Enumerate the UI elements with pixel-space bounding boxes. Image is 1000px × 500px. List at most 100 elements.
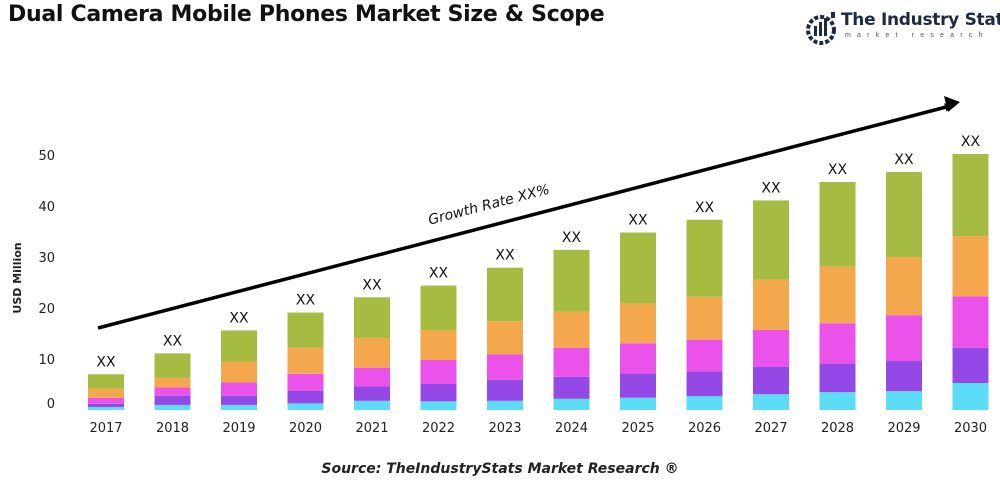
bar-segment-2024-s1 — [553, 398, 590, 410]
bar-segment-2029-s4 — [886, 257, 922, 316]
data-label: XX — [695, 200, 715, 216]
bar-segment-2018-s1 — [154, 404, 191, 410]
bar-segment-2017-s4 — [88, 388, 124, 398]
bar-segment-2027-s2 — [753, 366, 789, 395]
x-tick-label: 2025 — [621, 421, 654, 436]
bar-segment-2022-s3 — [420, 360, 457, 384]
bar-segment-2021-s5 — [354, 297, 390, 339]
bar-segment-2024-s5 — [553, 249, 590, 312]
bar-segment-2023-s4 — [487, 321, 523, 355]
bar-2025 — [620, 232, 656, 410]
x-tick-label: 2027 — [754, 421, 787, 436]
x-tick-label: 2019 — [222, 421, 255, 436]
bar-segment-2017-s1 — [88, 406, 124, 410]
bar-2017 — [88, 374, 124, 410]
bar-segment-2017-s5 — [88, 374, 124, 389]
bar-segment-2018-s3 — [154, 387, 191, 396]
x-tick-label: 2018 — [156, 421, 189, 436]
bar-segment-2030-s4 — [952, 236, 989, 297]
bar-segment-2030-s2 — [952, 347, 989, 383]
bar-segment-2026-s2 — [686, 371, 723, 397]
growth-arrow-head — [944, 96, 960, 112]
data-label: XX — [828, 162, 848, 178]
y-tick-label: 40 — [38, 200, 55, 215]
data-label: XX — [429, 266, 449, 282]
bar-segment-2024-s3 — [553, 347, 590, 377]
bar-segment-2017-s2 — [88, 403, 124, 407]
source-note: Source: TheIndustryStats Market Research… — [321, 461, 679, 477]
data-label: XX — [296, 293, 316, 309]
data-label: XX — [894, 152, 914, 168]
bar-segment-2021-s1 — [354, 400, 390, 410]
bar-segment-2020-s4 — [287, 347, 324, 374]
bar-segment-2025-s1 — [620, 397, 656, 410]
bar-segment-2018-s2 — [154, 395, 191, 405]
bar-segment-2019-s2 — [221, 395, 257, 405]
bar-segment-2025-s4 — [620, 303, 656, 344]
data-label: XX — [163, 333, 183, 349]
bar-segment-2028-s3 — [819, 323, 856, 364]
bar-2030 — [952, 153, 989, 410]
data-label: XX — [229, 310, 249, 326]
bar-segment-2025-s5 — [620, 232, 656, 304]
gear-chart-icon — [806, 12, 836, 45]
bar-2022 — [420, 285, 457, 410]
bar-segment-2021-s3 — [354, 367, 390, 387]
bar-2020 — [287, 312, 324, 410]
y-tick-label: 30 — [38, 251, 55, 266]
bar-segment-2028-s5 — [819, 182, 856, 267]
bar-segment-2026-s5 — [686, 219, 723, 297]
y-tick-label: 20 — [38, 302, 55, 317]
bar-segment-2026-s4 — [686, 296, 723, 340]
bar-segment-2027-s4 — [753, 279, 789, 330]
x-tick-label: 2022 — [422, 421, 455, 436]
bar-2026 — [686, 219, 723, 410]
bar-segment-2022-s5 — [420, 285, 457, 331]
x-tick-label: 2029 — [887, 421, 920, 436]
x-tick-label: 2024 — [555, 421, 588, 436]
bar-2023 — [487, 267, 523, 410]
bar-2028 — [819, 182, 856, 410]
bar-segment-2022-s2 — [420, 383, 457, 402]
y-tick-label: 50 — [38, 149, 55, 164]
bar-segment-2030-s5 — [952, 153, 989, 237]
growth-arrow — [97, 106, 950, 330]
bar-segment-2027-s1 — [753, 394, 789, 410]
x-tick-label: 2028 — [821, 421, 854, 436]
page-title: Dual Camera Mobile Phones Market Size & … — [8, 2, 605, 27]
bar-segment-2019-s1 — [221, 404, 257, 410]
bar-segment-2024-s2 — [553, 376, 590, 399]
bar-segment-2023-s5 — [487, 267, 523, 322]
data-label: XX — [495, 248, 515, 264]
bar-segment-2019-s5 — [221, 330, 257, 362]
x-tick-label: 2023 — [488, 421, 521, 436]
bar-segment-2022-s4 — [420, 330, 457, 361]
logo-name: The Industry Stats — [841, 10, 1000, 30]
bar-segment-2020-s1 — [287, 403, 324, 410]
bar-segment-2018-s5 — [154, 353, 191, 378]
bar-segment-2021-s2 — [354, 386, 390, 401]
y-tick-label: 0 — [47, 397, 55, 412]
bar-segment-2026-s1 — [686, 396, 723, 410]
bar-segment-2017-s3 — [88, 397, 124, 404]
bar-2021 — [354, 297, 390, 410]
bar-segment-2019-s4 — [221, 361, 257, 383]
bar-segment-2024-s4 — [553, 311, 590, 348]
bar-segment-2022-s1 — [420, 401, 457, 410]
x-tick-label: 2030 — [954, 421, 987, 436]
y-axis-label: USD Million — [11, 242, 24, 313]
bar-segment-2020-s5 — [287, 312, 324, 348]
data-label: XX — [362, 277, 382, 293]
x-tick-label: 2021 — [355, 421, 388, 436]
bar-segment-2025-s3 — [620, 343, 656, 374]
data-label: XX — [628, 213, 648, 229]
x-tick-label: 2026 — [688, 421, 721, 436]
bar-2019 — [221, 330, 257, 410]
data-label: XX — [961, 134, 981, 150]
bar-segment-2027-s3 — [753, 329, 789, 367]
bar-segment-2020-s2 — [287, 390, 324, 404]
bar-segment-2023-s3 — [487, 354, 523, 380]
bar-2027 — [753, 200, 789, 410]
bar-segment-2026-s3 — [686, 339, 723, 372]
